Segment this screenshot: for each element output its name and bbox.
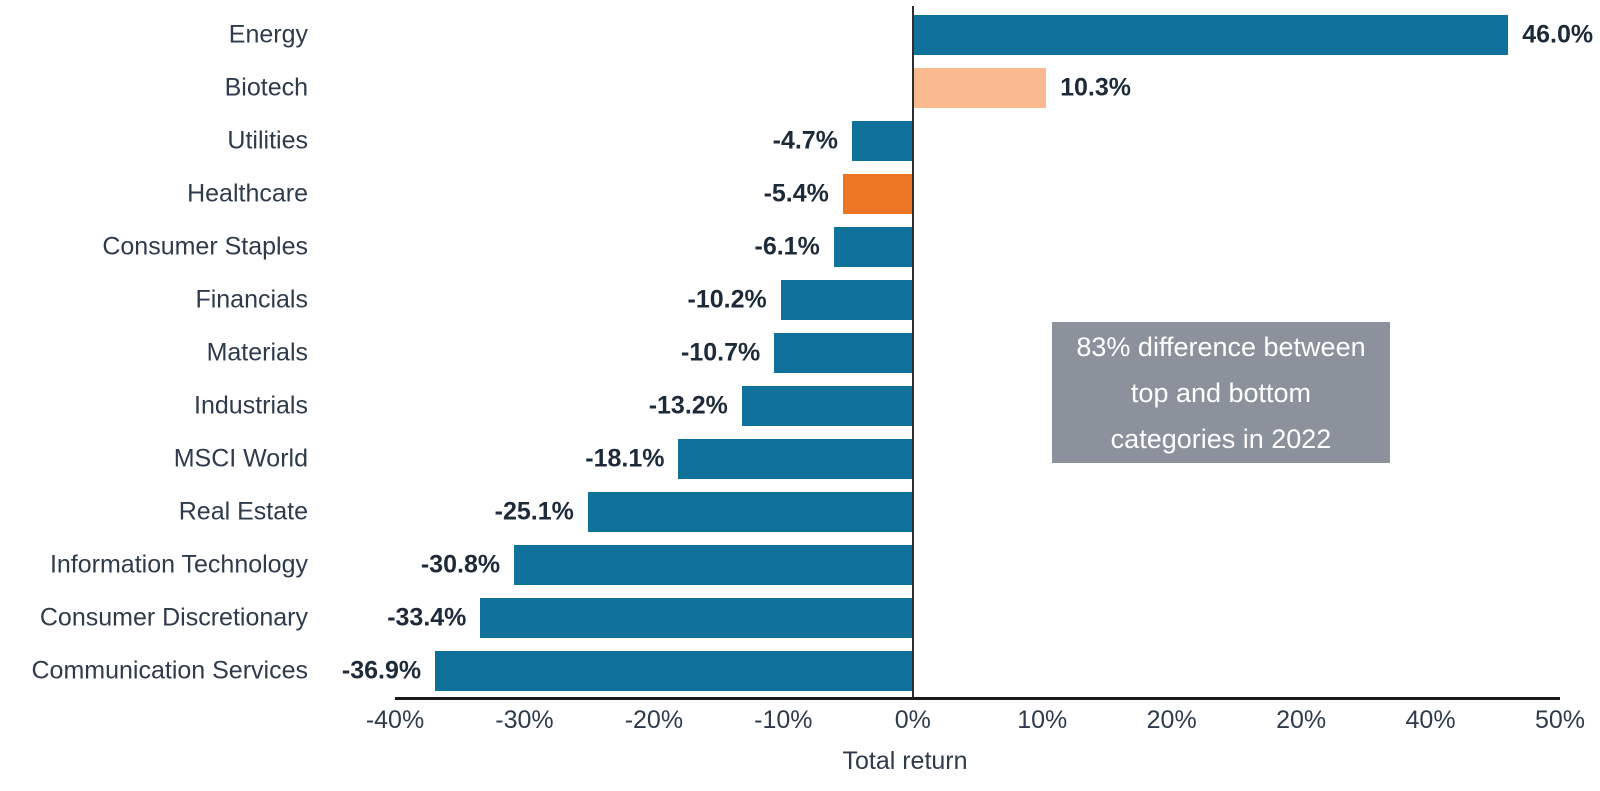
bar	[774, 332, 913, 373]
zero-baseline	[911, 6, 914, 697]
value-label: 46.0%	[1522, 20, 1594, 48]
bar	[741, 385, 913, 426]
category-label: Real Estate	[178, 497, 308, 525]
value-label: -13.2%	[648, 391, 728, 419]
bar	[480, 597, 913, 638]
bar	[514, 544, 913, 585]
category-label: Information Technology	[49, 550, 308, 578]
x-tick-label: -10%	[754, 706, 813, 734]
x-tick-label: 40%	[1405, 706, 1456, 734]
x-tick-label: 10%	[1017, 706, 1068, 734]
value-label: -4.7%	[772, 126, 838, 154]
x-axis-title: Total return	[842, 747, 968, 775]
annotation-line: top and bottom	[1130, 377, 1312, 408]
category-label: Financials	[195, 285, 308, 313]
x-tick-label: 0%	[894, 706, 931, 734]
bar	[780, 279, 913, 320]
category-label: Consumer Staples	[102, 232, 308, 260]
bar	[435, 650, 913, 691]
value-label: -10.7%	[681, 338, 761, 366]
value-label: -10.2%	[687, 285, 767, 313]
bar	[587, 491, 913, 532]
annotation-box: 83% difference between top and bottom cate…	[1052, 322, 1390, 463]
x-tick-label: -20%	[624, 706, 684, 734]
x-tick-label: 50%	[1534, 706, 1586, 734]
x-axis-line	[395, 697, 1560, 700]
x-tick-label: -30%	[495, 706, 554, 734]
value-label: -6.1%	[754, 232, 820, 260]
category-label: Materials	[206, 338, 308, 366]
x-tick-label: 20%	[1146, 706, 1197, 734]
bar	[842, 173, 913, 214]
category-label: Industrials	[194, 391, 308, 419]
value-label: 10.3%	[1060, 73, 1131, 101]
category-label: MSCI World	[173, 444, 308, 472]
value-label: -25.1%	[494, 497, 574, 525]
x-tick-label: 20%	[1276, 706, 1327, 734]
category-label: Energy	[228, 20, 308, 48]
annotation-line: categories in 2022	[1110, 423, 1332, 454]
value-label: -5.4%	[763, 179, 829, 207]
value-label: -36.9%	[341, 656, 422, 684]
bar	[678, 438, 913, 479]
category-label: Consumer Discretionary	[39, 603, 308, 631]
category-label: Communication Services	[31, 656, 309, 684]
x-tick-label: -40%	[365, 706, 425, 734]
category-label: Healthcare	[187, 179, 308, 207]
value-label: -18.1%	[585, 444, 665, 472]
annotation-line: 83% difference between	[1076, 331, 1366, 362]
value-label: -30.8%	[420, 550, 501, 578]
bar	[912, 14, 1509, 55]
category-label: Biotech	[224, 73, 308, 101]
category-label: Utilities	[227, 126, 308, 154]
bar	[912, 67, 1047, 108]
bar	[833, 226, 913, 267]
bar	[851, 120, 913, 161]
value-label: -33.4%	[387, 603, 467, 631]
